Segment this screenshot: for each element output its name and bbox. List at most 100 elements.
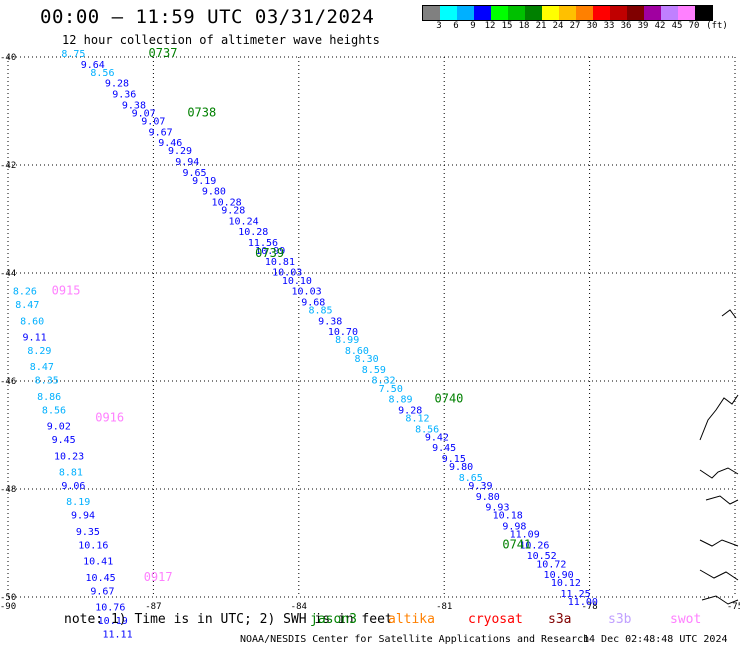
wave-height-color-scale — [422, 5, 713, 21]
wave-height-value: 9.46 — [158, 138, 182, 149]
wave-height-value: 9.45 — [432, 443, 456, 454]
scale-swatch — [559, 6, 576, 20]
wave-height-value: 8.56 — [415, 424, 439, 435]
satellite-legend-item: swot — [670, 612, 702, 627]
wave-height-value: 8.75 — [61, 49, 85, 60]
wave-height-value: 10.45 — [86, 573, 116, 584]
track-time-label: 0741 — [502, 537, 531, 551]
wave-height-value: 9.19 — [192, 176, 216, 187]
wave-height-value: 10.72 — [536, 559, 566, 570]
lon-tick-label: -84 — [291, 602, 307, 612]
satellite-tracks: 8.759.648.569.289.369.389.079.079.679.46… — [13, 46, 598, 641]
satellite-legend-item: jason3 — [310, 612, 357, 627]
credit-text: NOAA/NESDIS Center for Satellite Applica… — [240, 634, 590, 645]
wave-height-value: 8.47 — [15, 300, 39, 311]
wave-height-value: 7.50 — [379, 384, 403, 395]
wave-height-value: 9.28 — [398, 405, 422, 416]
wave-height-value: 11.11 — [103, 630, 133, 641]
scale-label: 9 — [470, 21, 476, 31]
scale-label: 33 — [603, 21, 615, 31]
wave-height-value: 9.02 — [47, 422, 71, 433]
wave-height-value: 10.70 — [328, 327, 358, 338]
scale-label: 18 — [518, 21, 530, 31]
wave-height-value: 8.86 — [37, 392, 61, 403]
wave-height-value: 10.16 — [78, 540, 108, 551]
wave-height-value: 10.24 — [229, 216, 259, 227]
wave-height-value: 8.99 — [335, 335, 359, 346]
wave-height-value: 8.59 — [362, 365, 386, 376]
wave-height-value: 10.03 — [272, 268, 302, 279]
lon-tick-label: -87 — [145, 602, 161, 612]
scale-label: 30 — [586, 21, 598, 31]
scale-swatch — [576, 6, 593, 20]
wave-height-value: 8.26 — [13, 287, 37, 298]
scale-swatch — [627, 6, 644, 20]
wave-height-value: 8.47 — [30, 362, 54, 373]
map-gridlines — [7, 56, 736, 598]
wave-height-value: 9.45 — [52, 435, 76, 446]
wave-height-value: 10.99 — [255, 246, 285, 257]
track-time-label: 0739 — [255, 246, 284, 260]
scale-label: 39 — [637, 21, 649, 31]
wave-height-value: 11.25 — [561, 589, 591, 600]
lat-tick-label: -40 — [0, 53, 16, 63]
wave-height-value: 8.29 — [27, 346, 51, 357]
scale-label: 24 — [552, 21, 564, 31]
wave-height-value: 9.15 — [442, 454, 466, 465]
axis-tick-labels: -90 -87 -84 -81 -78 -75 -40 -42 -44 -46 -48 -50 — [0, 53, 740, 612]
wave-height-value: 9.39 — [468, 481, 492, 492]
wave-height-value: 8.65 — [459, 473, 483, 484]
scale-swatch — [440, 6, 457, 20]
wave-height-value: 9.68 — [301, 297, 325, 308]
track-time-label: 0916 — [95, 411, 124, 425]
wave-height-value: 9.80 — [476, 492, 500, 503]
lat-tick-label: -44 — [0, 269, 16, 279]
scale-swatch — [457, 6, 474, 20]
scale-unit: (ft) — [706, 21, 728, 31]
wave-height-value: 9.42 — [425, 432, 449, 443]
wave-height-value: 10.19 — [98, 616, 128, 627]
wave-height-value: 8.81 — [59, 468, 83, 479]
wave-height-value: 8.32 — [372, 376, 396, 387]
scale-swatch — [542, 6, 559, 20]
wave-height-value: 11.56 — [248, 238, 278, 249]
scale-swatch — [695, 6, 712, 20]
wave-height-value: 10.10 — [282, 276, 312, 287]
wave-height-value: 9.28 — [105, 79, 129, 90]
wave-height-value: 9.94 — [175, 157, 199, 168]
wave-height-value: 11.09 — [510, 530, 540, 541]
wave-height-value: 9.80 — [202, 187, 226, 198]
wave-height-value: 9.65 — [182, 168, 206, 179]
scale-swatch — [593, 6, 610, 20]
wave-height-value: 9.38 — [318, 316, 342, 327]
wave-height-value: 10.03 — [292, 287, 322, 298]
scale-swatch — [678, 6, 695, 20]
generated-timestamp: 14 Dec 02:48:48 UTC 2024 — [583, 634, 728, 645]
wave-height-value: 10.41 — [83, 557, 113, 568]
wave-height-value: 8.85 — [308, 306, 332, 317]
coastline-outline — [699, 309, 739, 605]
wave-height-value: 9.93 — [485, 503, 509, 514]
scale-label: 70 — [688, 21, 700, 31]
wave-height-value: 10.26 — [519, 540, 549, 551]
wave-height-value: 10.12 — [551, 578, 581, 589]
wave-height-value: 9.38 — [122, 100, 146, 111]
wave-height-value: 9.94 — [71, 511, 95, 522]
coastline — [699, 309, 739, 605]
scale-swatch — [423, 6, 440, 20]
wave-height-value: 9.36 — [112, 90, 136, 101]
wave-height-value: 9.07 — [132, 108, 156, 119]
scale-label: 42 — [654, 21, 666, 31]
lat-tick-label: -42 — [0, 161, 16, 171]
page-title: 00:00 – 11:59 UTC 03/31/2024 — [40, 6, 375, 28]
wave-height-value: 8.60 — [345, 346, 369, 357]
color-scale-labels: 3 6 9 12 15 18 21 24 27 30 33 36 39 42 45 70 (ft) — [422, 21, 740, 33]
scale-label: 15 — [501, 21, 513, 31]
lon-tick-label: -90 — [0, 602, 16, 612]
track-time-label: 0915 — [52, 284, 81, 298]
wave-height-value: 8.35 — [35, 376, 59, 387]
wave-height-value: 9.64 — [81, 60, 105, 71]
lat-tick-label: -46 — [0, 377, 16, 387]
wave-height-value: 9.98 — [502, 522, 526, 533]
track-time-label: 0738 — [187, 105, 216, 119]
